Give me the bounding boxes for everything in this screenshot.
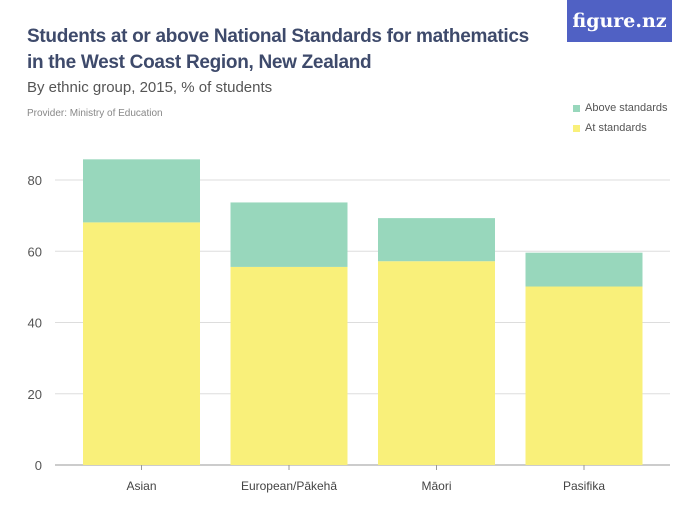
legend-label-at: At standards (585, 122, 647, 134)
legend-label-above: Above standards (585, 102, 668, 114)
y-tick-label: 40 (28, 316, 42, 331)
chart-subtitle: By ethnic group, 2015, % of students (27, 79, 273, 96)
y-tick-label: 0 (35, 458, 42, 473)
bar-at-standards (83, 222, 200, 465)
provider-text: Provider: Ministry of Education (27, 108, 163, 119)
legend: Above standards At standards (573, 98, 668, 138)
chart-title: Students at or above National Standards … (27, 26, 529, 73)
legend-swatch-at (573, 124, 580, 132)
bar-at-standards (525, 286, 643, 465)
bar-above-standards (378, 218, 495, 262)
bar-at-standards (230, 266, 348, 465)
bar-above-standards (83, 159, 200, 223)
figure-nz-logo[interactable]: figure.nz (567, 0, 672, 42)
x-tick-label: Pasifika (563, 479, 605, 493)
bar-above-standards (525, 252, 643, 287)
x-tick-label: European/Pākehā (241, 479, 337, 493)
legend-swatch-above (573, 104, 580, 112)
legend-item-at: At standards (573, 118, 668, 138)
bar-above-standards (230, 202, 348, 267)
y-tick-label: 60 (28, 244, 42, 259)
y-tick-label: 80 (28, 173, 42, 188)
x-tick-label: Māori (421, 479, 451, 493)
bar-at-standards (378, 261, 495, 465)
legend-item-above: Above standards (573, 98, 668, 118)
x-tick-label: Asian (126, 479, 156, 493)
y-tick-label: 20 (28, 387, 42, 402)
